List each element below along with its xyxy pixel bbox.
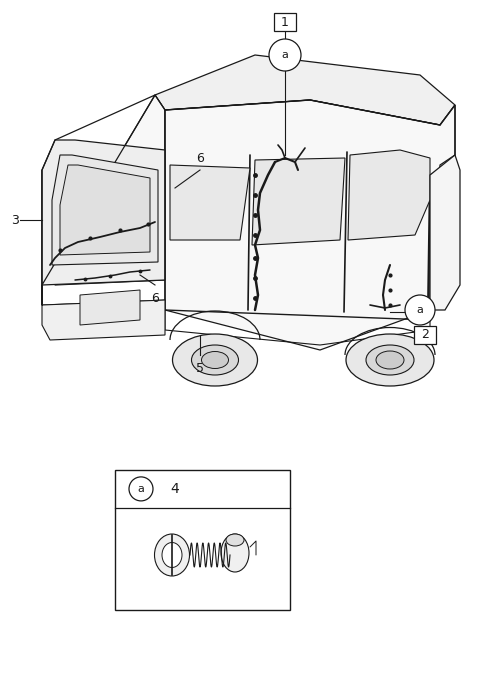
Polygon shape (52, 155, 158, 265)
Ellipse shape (376, 351, 404, 369)
Ellipse shape (172, 334, 257, 386)
Polygon shape (165, 100, 455, 350)
Polygon shape (80, 290, 140, 325)
Ellipse shape (162, 543, 182, 567)
Ellipse shape (221, 534, 249, 572)
Circle shape (129, 477, 153, 501)
Polygon shape (42, 140, 165, 285)
Text: 4: 4 (170, 482, 180, 496)
Polygon shape (170, 165, 250, 240)
Polygon shape (348, 150, 430, 240)
Ellipse shape (366, 345, 414, 375)
Ellipse shape (202, 352, 228, 368)
Text: 6: 6 (196, 152, 204, 165)
Polygon shape (430, 155, 460, 310)
Text: 5: 5 (196, 362, 204, 375)
Bar (414, 326, 436, 344)
Ellipse shape (155, 534, 190, 576)
Text: a: a (138, 484, 144, 494)
Circle shape (269, 39, 301, 71)
Ellipse shape (346, 334, 434, 386)
Polygon shape (42, 285, 165, 340)
Polygon shape (155, 55, 455, 125)
Text: 2: 2 (421, 328, 429, 341)
Polygon shape (60, 165, 150, 255)
Polygon shape (252, 158, 345, 245)
Text: 3: 3 (11, 214, 19, 227)
Polygon shape (42, 95, 165, 285)
Text: 6: 6 (151, 292, 159, 305)
Bar (115, 470, 290, 610)
Ellipse shape (226, 534, 244, 546)
Text: a: a (417, 305, 423, 315)
Bar (274, 13, 296, 31)
Ellipse shape (192, 345, 239, 375)
Circle shape (405, 295, 435, 325)
Text: 1: 1 (281, 16, 289, 28)
Text: a: a (282, 50, 288, 60)
